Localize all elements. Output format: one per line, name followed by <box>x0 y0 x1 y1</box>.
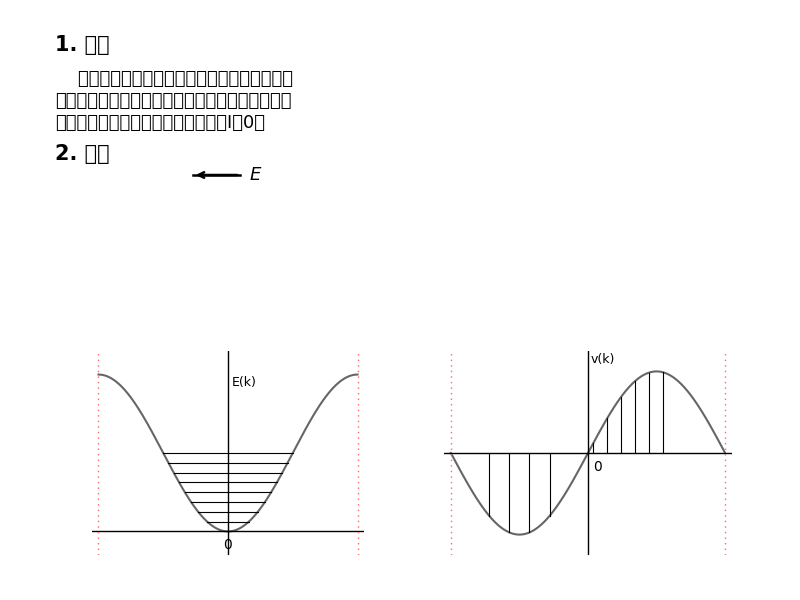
Text: 电子填满，电子在满带中的对称分布不会因外场的: 电子填满，电子在满带中的对称分布不会因外场的 <box>55 92 291 110</box>
Text: E(k): E(k) <box>231 376 256 389</box>
Text: 2. 导带: 2. 导带 <box>55 144 110 164</box>
Text: v(k): v(k) <box>590 353 614 366</box>
Text: 1. 满带: 1. 满带 <box>55 35 110 55</box>
Text: 存在而改变，所以不产生宏观电流，I＝0。: 存在而改变，所以不产生宏观电流，I＝0。 <box>55 114 265 132</box>
Text: 0: 0 <box>594 460 602 473</box>
Text: E: E <box>250 166 262 184</box>
Text: 在有外加电场时，由于满带中所有能态均已被: 在有外加电场时，由于满带中所有能态均已被 <box>55 70 293 88</box>
Text: 0: 0 <box>224 538 232 552</box>
